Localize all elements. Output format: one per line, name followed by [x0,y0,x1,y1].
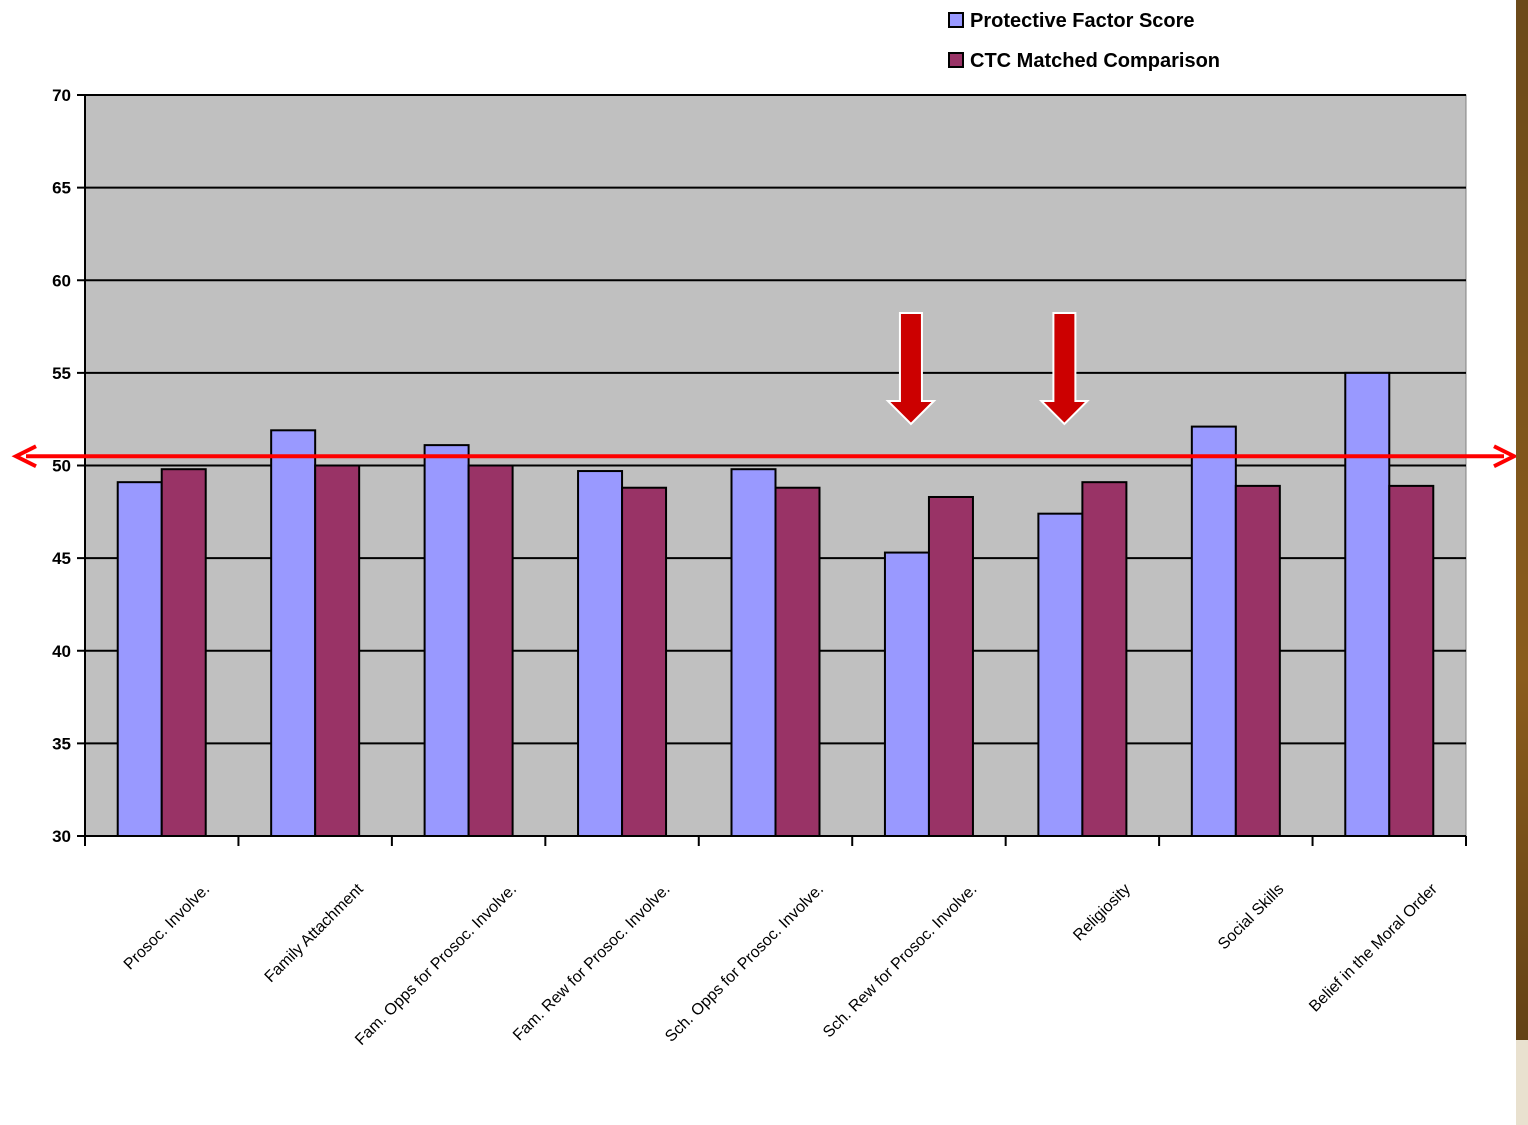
y-tick-label: 60 [52,271,71,290]
y-tick-label: 70 [52,86,71,105]
x-category-label: Fam. Rew for Prosoc. Involve. [510,881,674,1045]
bar-protective-factor-score [730,468,777,837]
y-tick-label: 45 [52,549,71,568]
y-tick-label: 55 [52,364,71,383]
bar-protective-factor-score [1344,371,1391,837]
x-category-label: Belief in the Moral Order [1306,880,1441,1015]
bar-ctc-matched-comparison [774,486,821,837]
down-arrow-annotation [885,312,937,426]
x-category-label: Sch. Rew for Prosoc. Involve. [820,881,980,1041]
bar-ctc-matched-comparison [314,464,361,837]
bar-protective-factor-score [577,470,624,837]
bar-ctc-matched-comparison [927,495,974,837]
slide-edge-strip-light [1516,1040,1528,1125]
legend-swatch [948,12,964,28]
x-category-label: Social Skills [1215,881,1287,953]
reference-arrow-left-head [11,444,37,469]
bar-protective-factor-score [883,551,930,837]
bar-protective-factor-score [270,429,317,837]
x-category-label: Family Attachment [262,880,367,985]
down-arrow-annotation [1038,312,1090,426]
bar-ctc-matched-comparison [1081,481,1128,837]
legend-label: CTC Matched Comparison [970,50,1220,72]
y-tick-label: 30 [52,827,71,846]
bar-protective-factor-score [1037,512,1084,837]
bar-ctc-matched-comparison [467,464,514,837]
y-tick-label: 50 [52,457,71,476]
reference-arrow-right-head [1493,444,1516,469]
bar-ctc-matched-comparison [1234,484,1281,837]
bar-protective-factor-score [1190,425,1237,837]
bar-protective-factor-score [116,481,163,837]
x-category-label: Prosoc. Involve. [121,881,214,974]
x-category-label: Sch. Opps for Prosoc. Involve. [662,881,827,1046]
bar-protective-factor-score [423,444,470,837]
x-category-label: Fam. Opps for Prosoc. Involve. [352,881,520,1049]
y-tick-label: 35 [52,734,71,753]
y-tick-label: 65 [52,179,71,198]
bar-ctc-matched-comparison [1388,484,1435,837]
y-tick-label: 40 [52,642,71,661]
bar-ctc-matched-comparison [160,468,207,837]
legend-label: Protective Factor Score [970,10,1195,32]
x-category-label: Religiosity [1070,881,1134,945]
legend-swatch [948,52,964,68]
bar-ctc-matched-comparison [621,486,668,837]
slide-edge-strip [1516,0,1528,1125]
